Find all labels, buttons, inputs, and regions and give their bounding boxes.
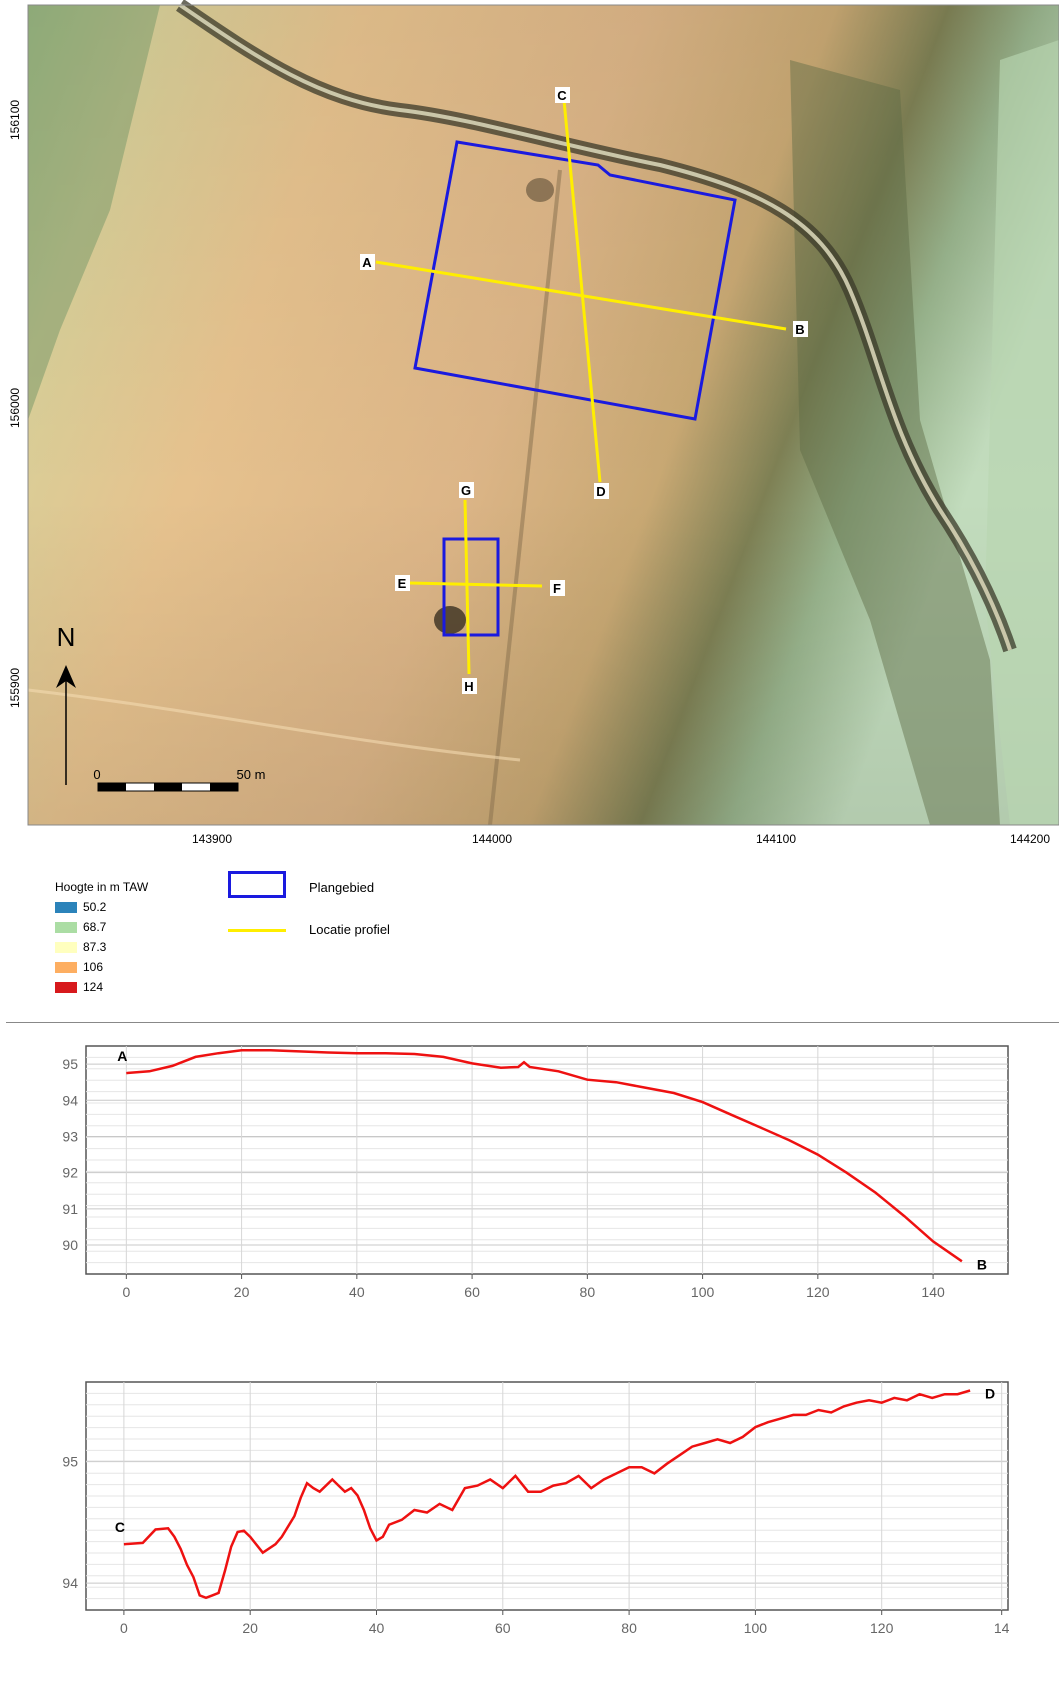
x-tick-label: 0 (120, 1620, 128, 1636)
legend-class-value: 87.3 (83, 940, 107, 954)
x-tick-label: 80 (580, 1284, 596, 1300)
x-tick-label: 80 (621, 1620, 637, 1636)
y-tick-label: 93 (62, 1128, 78, 1144)
x-tick-label: 100 (744, 1620, 768, 1636)
x-tick-label: 120 (806, 1284, 830, 1300)
point-c: C (557, 88, 567, 103)
legend-plangebied-symbol (228, 871, 286, 898)
scale-bar: 0 50 m (93, 767, 266, 792)
north-arrow: N (56, 622, 76, 785)
y-tick-label: 92 (62, 1165, 78, 1181)
north-label: N (57, 622, 76, 652)
legend-profiel-label: Locatie profiel (309, 922, 390, 937)
x-tick-label: 140 (921, 1284, 945, 1300)
profile-line-gh (463, 499, 471, 675)
legend-class: 87.3 (55, 940, 106, 954)
profile-series (126, 1049, 963, 1263)
point-b: B (795, 322, 804, 337)
x-tick-label: 60 (464, 1284, 480, 1300)
plangebied-small (442, 537, 500, 637)
scalebar-start-label: 0 (93, 767, 100, 782)
point-h: H (464, 679, 473, 694)
profile-point-labels: A B C D E F G H (360, 87, 808, 694)
legend-class: 106 (55, 960, 103, 974)
point-e: E (398, 576, 407, 591)
map-y-tick: 155900 (8, 667, 22, 708)
x-tick-label: 100 (691, 1284, 715, 1300)
x-tick-label: 0 (122, 1284, 130, 1300)
y-tick-label: 94 (62, 1092, 78, 1108)
point-a: A (362, 255, 372, 270)
legend-plangebied-label: Plangebied (309, 880, 375, 895)
legend-class: 124 (55, 980, 103, 994)
point-g: G (461, 483, 471, 498)
map-x-tick: 144200 (1009, 832, 1051, 846)
legend-swatch (55, 961, 77, 973)
x-tick-label: 20 (242, 1620, 258, 1636)
profile-start-label: C (115, 1519, 125, 1535)
legend-swatch (55, 981, 77, 993)
x-tick-label: 120 (870, 1620, 894, 1636)
legend-panel: Hoogte in m TAW 50.2 68.7 87.3 106 124 P… (6, 850, 1059, 1023)
map-x-tick: 144000 (471, 832, 513, 846)
profile-line-cd (562, 99, 602, 483)
map-x-tick: 144100 (755, 832, 797, 846)
profile-end-label: B (977, 1256, 987, 1272)
map-panel: N 0 50 m A B C D E F G H (0, 0, 1059, 850)
point-f: F (553, 581, 561, 596)
legend-class-value: 106 (83, 960, 104, 974)
profile-line-ef (409, 581, 543, 588)
legend-class: 50.2 (55, 900, 106, 914)
x-tick-label: 14 (994, 1620, 1010, 1636)
y-tick-label: 91 (62, 1201, 78, 1217)
legend-class-value: 50.2 (83, 900, 107, 914)
y-tick-label: 95 (62, 1056, 78, 1072)
map-frame: N 0 50 m A B C D E F G H (27, 0, 1059, 826)
x-tick-label: 20 (234, 1284, 250, 1300)
legend-swatch (55, 921, 77, 933)
profile-chart-cd: 94 95 0 20 40 60 80 100 120 14 C D (62, 1381, 1010, 1636)
point-d: D (596, 484, 605, 499)
scalebar-end-label: 50 m (237, 767, 266, 782)
y-tick-label: 90 (62, 1237, 78, 1253)
map-y-tick: 156000 (8, 387, 22, 428)
legend-swatch (55, 901, 77, 913)
legend-class-value: 124 (83, 980, 104, 994)
legend-class: 68.7 (55, 920, 106, 934)
legend-title: Hoogte in m TAW (55, 880, 149, 894)
map-y-tick: 156100 (8, 99, 22, 140)
profile-start-label: A (117, 1048, 127, 1064)
legend-swatch (55, 941, 77, 953)
plangebied-large (413, 140, 737, 421)
legend-class-value: 68.7 (83, 920, 107, 934)
profile-chart-ab: 90 91 92 93 94 95 0 20 40 60 80 100 120 140 A B (62, 1045, 1009, 1300)
x-tick-label: 40 (369, 1620, 385, 1636)
map-x-tick: 143900 (191, 832, 233, 846)
x-tick-label: 60 (495, 1620, 511, 1636)
y-tick-label: 95 (62, 1453, 78, 1469)
profile-series (123, 1389, 971, 1600)
legend-profiel-symbol (228, 929, 286, 932)
x-tick-label: 40 (349, 1284, 365, 1300)
profile-end-label: D (985, 1386, 995, 1402)
y-tick-label: 94 (62, 1575, 78, 1591)
